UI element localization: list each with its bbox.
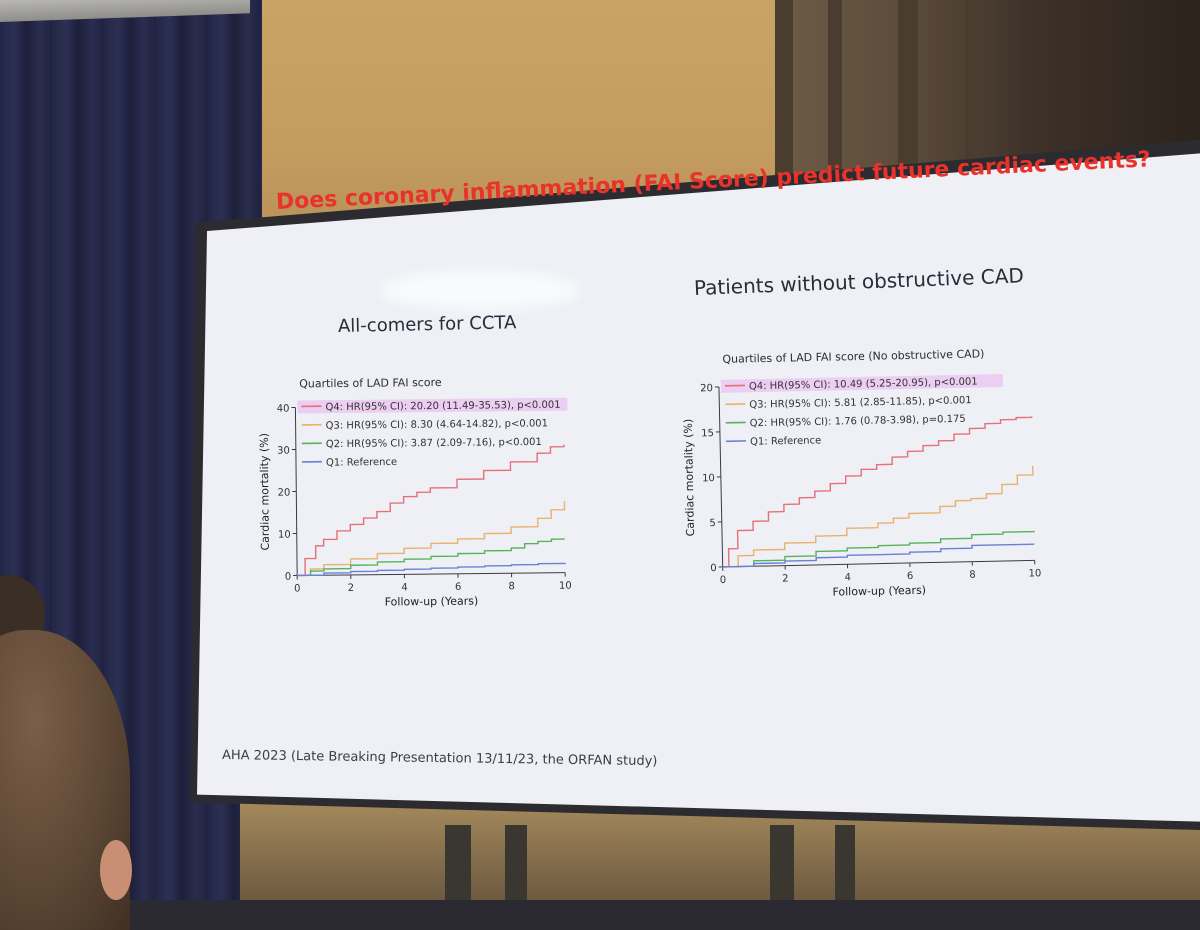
x-axis-label: Follow-up (Years)	[385, 595, 479, 609]
post	[445, 825, 471, 900]
post	[770, 825, 794, 900]
pillar	[965, 0, 977, 175]
pillar	[775, 0, 793, 175]
chart-no-obstructive-cad: Quartiles of LAD FAI score (No obstructi…	[668, 334, 1054, 617]
y-tick-label: 20	[700, 383, 713, 394]
y-tick-label: 15	[701, 428, 714, 439]
audience-ear	[100, 840, 132, 900]
x-tick-label: 8	[969, 570, 976, 581]
chart-title: Quartiles of LAD FAI score (No obstructi…	[722, 347, 984, 365]
legend-label-q1: Q1: Reference	[750, 435, 821, 447]
x-tick-label: 0	[720, 575, 727, 586]
legend-label-q3: Q3: HR(95% CI): 5.81 (2.85-11.85), p<0.0…	[749, 395, 972, 411]
left-panel-heading: All-comers for CCTA	[338, 312, 517, 337]
x-axis-label: Follow-up (Years)	[832, 584, 926, 599]
y-tick-label: 0	[285, 572, 291, 583]
y-tick-label: 10	[702, 473, 715, 484]
x-tick-label: 10	[559, 581, 572, 592]
legend-label-q4: Q4: HR(95% CI): 20.20 (11.49-35.53), p<0…	[325, 400, 560, 413]
y-tick-label: 0	[710, 563, 717, 574]
x-tick-label: 4	[844, 572, 851, 583]
x-tick-label: 6	[907, 571, 914, 582]
post	[505, 825, 527, 900]
x-tick-label: 0	[294, 583, 300, 594]
chart-title: Quartiles of LAD FAI score	[299, 376, 442, 390]
y-tick-label: 5	[709, 518, 716, 529]
post	[835, 825, 855, 900]
y-tick-label: 10	[278, 530, 291, 541]
legend-label-q2: Q2: HR(95% CI): 1.76 (0.78-3.98), p=0.17…	[750, 414, 966, 430]
y-axis-label: Cardiac mortality (%)	[258, 433, 272, 551]
legend-label-q3: Q3: HR(95% CI): 8.30 (4.64-14.82), p<0.0…	[326, 418, 549, 431]
pillar	[828, 0, 842, 175]
y-tick-label: 30	[277, 446, 290, 457]
x-tick-label: 4	[401, 582, 407, 593]
legend-label-q1: Q1: Reference	[326, 457, 397, 469]
x-tick-label: 2	[348, 583, 354, 594]
y-axis-label: Cardiac mortality (%)	[682, 419, 697, 537]
y-tick-label: 40	[277, 404, 290, 415]
x-tick-label: 10	[1028, 568, 1041, 579]
y-tick-label: 20	[278, 488, 291, 499]
legend-label-q2: Q2: HR(95% CI): 3.87 (2.09-7.16), p<0.00…	[326, 437, 542, 450]
chart-all-comers: Quartiles of LAD FAI score 0 10 20 30 40 0 2 4 6 8…	[245, 364, 588, 630]
screen-glare	[380, 270, 580, 310]
x-tick-label: 6	[455, 582, 461, 593]
x-tick-label: 2	[782, 574, 789, 585]
x-tick-label: 8	[508, 581, 514, 592]
pillar	[898, 0, 918, 175]
